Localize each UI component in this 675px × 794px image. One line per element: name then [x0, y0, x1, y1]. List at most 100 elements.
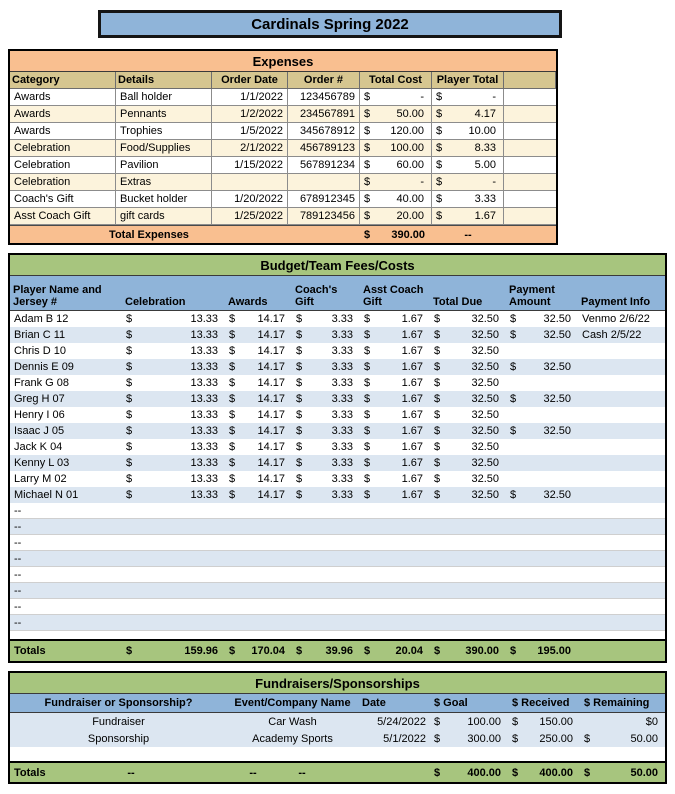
amount: 150.00	[539, 715, 573, 728]
total-due-cell: $32.50	[430, 423, 506, 439]
category-cell: Coach's Gift	[10, 191, 116, 208]
currency-symbol: $	[126, 425, 133, 437]
empty-row-dash-cell: --	[14, 504, 22, 517]
expenses-table: Expenses Category Details Order Date Ord…	[8, 49, 558, 245]
currency-symbol: $	[584, 732, 591, 745]
currency-symbol: $	[229, 345, 236, 357]
currency-symbol: $	[512, 715, 519, 728]
expense-row: Awards Trophies 1/5/2022 345678912 $120.…	[10, 123, 556, 140]
currency-symbol: $	[229, 441, 236, 453]
amount: 5.00	[474, 159, 496, 171]
remaining-total-cell: $50.00	[580, 767, 665, 779]
currency-symbol: $	[126, 393, 133, 405]
amount: 1.67	[401, 441, 423, 453]
amount: 8.33	[474, 142, 496, 154]
payment-info-cell	[578, 471, 665, 487]
budget-player-row: Brian C 11 $13.33 $14.17 $3.33 $1.67 $32…	[10, 327, 665, 343]
col-header-coachs-gift: Coach's Gift	[295, 284, 338, 308]
empty-cell	[122, 583, 665, 598]
budget-totals-row: Totals $159.96 $170.04 $39.96 $20.04 $39…	[10, 639, 665, 661]
coachs-gift-cell: $3.33	[292, 455, 360, 471]
amount: 14.17	[257, 377, 285, 389]
awards-cell: $14.17	[225, 471, 292, 487]
amount: 3.33	[331, 329, 353, 341]
col-header-player: Player Name and Jersey #	[13, 284, 102, 308]
empty-cell	[122, 567, 665, 582]
coachs-gift-cell: $3.33	[292, 487, 360, 503]
coachs-gift-cell: $3.33	[292, 375, 360, 391]
details-cell: Food/Supplies	[116, 140, 212, 157]
currency-symbol: $	[229, 361, 236, 373]
received-cell: $150.00	[508, 713, 580, 730]
amount: 400.00	[467, 766, 501, 779]
awards-cell: $14.17	[225, 407, 292, 423]
currency-symbol: $	[229, 393, 236, 405]
expenses-rows: Awards Ball holder 1/1/2022 123456789 $ -…	[10, 89, 556, 225]
currency-symbol: $	[434, 393, 441, 405]
coachs-gift-cell: $3.33	[292, 311, 360, 327]
celebration-cell: $13.33	[122, 455, 225, 471]
currency-symbol: $	[126, 489, 133, 501]
spacer-cell	[288, 226, 360, 243]
col-header-celebration: Celebration	[125, 296, 186, 308]
order-date-cell: 1/5/2022	[212, 123, 288, 140]
order-date-cell: 1/20/2022	[212, 191, 288, 208]
amount: 32.50	[543, 489, 571, 501]
total-due-cell: $32.50	[430, 375, 506, 391]
amount: 32.50	[471, 361, 499, 373]
currency-symbol: $	[126, 409, 133, 421]
budget-empty-row: --	[10, 567, 665, 583]
coachs-gift-cell: $3.33	[292, 439, 360, 455]
asst-coach-gift-cell: $1.67	[360, 375, 430, 391]
empty-row-dash-cell: --	[14, 552, 22, 565]
amount: 100.00	[467, 715, 501, 728]
payment-info-cell	[578, 423, 665, 439]
currency-symbol: $	[364, 159, 371, 171]
amount: 14.17	[257, 457, 285, 469]
currency-symbol: $	[229, 457, 236, 469]
empty-row-dash-cell: --	[14, 568, 22, 581]
amount: 32.50	[471, 409, 499, 421]
totals-dash-cell: --	[298, 766, 306, 779]
awards-total-cell: $170.04	[225, 645, 292, 657]
expense-row: Awards Pennants 1/2/2022 234567891 $50.0…	[10, 106, 556, 123]
order-date-cell: 2/1/2022	[212, 140, 288, 157]
coachs-gift-cell: $3.33	[292, 423, 360, 439]
fundraisers-table: Fundraisers/Sponsorships Fundraiser or S…	[8, 671, 667, 784]
asst-coach-gift-cell: $1.67	[360, 359, 430, 375]
currency-symbol: $	[434, 425, 441, 437]
currency-symbol: $	[229, 489, 236, 501]
awards-cell: $14.17	[225, 439, 292, 455]
asst-coach-gift-cell: $1.67	[360, 407, 430, 423]
currency-symbol: $	[364, 645, 371, 657]
date-cell: 5/1/2022	[383, 732, 426, 745]
payment-amount-cell	[506, 407, 578, 423]
amount: 20.04	[395, 645, 423, 657]
col-header-payment-amount: Payment Amount	[509, 284, 555, 308]
amount: 120.00	[390, 125, 424, 137]
amount: 14.17	[257, 473, 285, 485]
amount: 10.00	[468, 125, 496, 137]
category-cell: Asst Coach Gift	[10, 208, 116, 225]
category-cell: Celebration	[10, 174, 116, 191]
currency-symbol: $	[434, 473, 441, 485]
col-header-received: $ Received	[512, 697, 570, 709]
budget-empty-row: --	[10, 599, 665, 615]
expense-row: Coach's Gift Bucket holder 1/20/2022 678…	[10, 191, 556, 208]
budget-empty-row: --	[10, 503, 665, 519]
details-cell: Bucket holder	[116, 191, 212, 208]
amount: 32.50	[471, 377, 499, 389]
spacer-cell	[504, 123, 556, 140]
currency-symbol: $	[364, 210, 371, 222]
currency-symbol: $	[512, 732, 519, 745]
budget-empty-row: --	[10, 583, 665, 599]
total-cost-cell: $100.00	[360, 140, 432, 157]
celebration-cell: $13.33	[122, 471, 225, 487]
celebration-cell: $13.33	[122, 311, 225, 327]
currency-symbol: $	[229, 425, 236, 437]
asst-coach-gift-cell: $1.67	[360, 423, 430, 439]
col-header-payment-info: Payment Info	[581, 296, 651, 308]
amount: 1.67	[401, 457, 423, 469]
payment-amount-cell: $32.50	[506, 487, 578, 503]
payment-info-cell	[578, 375, 665, 391]
